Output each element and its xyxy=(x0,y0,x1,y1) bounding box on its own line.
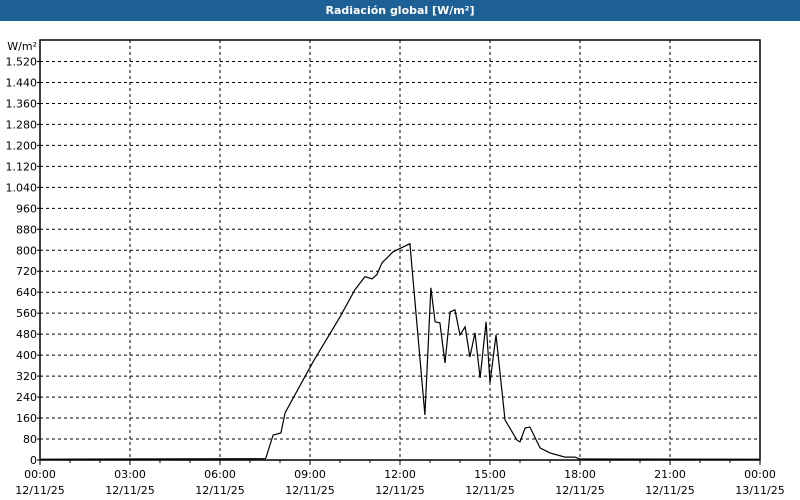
x-tick-time: 00:00 xyxy=(24,468,56,481)
y-tick-label: 240 xyxy=(16,391,37,404)
y-tick-label: 1.360 xyxy=(6,97,38,110)
x-tick-date: 13/11/25 xyxy=(735,484,784,497)
x-tick-date: 12/11/25 xyxy=(105,484,154,497)
x-tick-time: 09:00 xyxy=(294,468,326,481)
x-tick-date: 12/11/25 xyxy=(555,484,604,497)
y-tick-label: 320 xyxy=(16,370,37,383)
y-tick-label: 880 xyxy=(16,223,37,236)
x-tick-date: 12/11/25 xyxy=(195,484,244,497)
y-tick-label: 1.520 xyxy=(6,56,38,69)
x-tick-time: 06:00 xyxy=(204,468,236,481)
y-tick-label: 400 xyxy=(16,349,37,362)
x-tick-time: 00:00 xyxy=(744,468,776,481)
x-tick-time: 21:00 xyxy=(654,468,686,481)
y-tick-label: 640 xyxy=(16,286,37,299)
x-tick-date: 12/11/25 xyxy=(465,484,514,497)
x-tick-time: 12:00 xyxy=(384,468,416,481)
x-tick-date: 12/11/25 xyxy=(645,484,694,497)
y-tick-label: 1.440 xyxy=(6,76,38,89)
y-tick-label: 80 xyxy=(23,433,37,446)
y-tick-label: 1.120 xyxy=(6,160,38,173)
x-tick-time: 15:00 xyxy=(474,468,506,481)
y-axis-label: W/m² xyxy=(7,40,37,53)
series-line xyxy=(39,242,761,460)
x-tick-time: 03:00 xyxy=(114,468,146,481)
chart-title: Radiación global [W/m²] xyxy=(0,0,800,21)
y-tick-label: 160 xyxy=(16,412,37,425)
plot-frame xyxy=(39,39,761,461)
y-tick-label: 800 xyxy=(16,244,37,257)
y-tick-label: 960 xyxy=(16,202,37,215)
y-tick-label: 560 xyxy=(16,307,37,320)
y-tick-label: 1.280 xyxy=(6,118,38,131)
y-tick-label: 1.200 xyxy=(6,139,38,152)
x-tick-time: 18:00 xyxy=(564,468,596,481)
x-tick-date: 12/11/25 xyxy=(285,484,334,497)
y-tick-label: 0 xyxy=(30,454,37,467)
y-tick-label: 720 xyxy=(16,265,37,278)
x-tick-date: 12/11/25 xyxy=(375,484,424,497)
y-tick-label: 1.040 xyxy=(6,181,38,194)
x-tick-date: 12/11/25 xyxy=(15,484,64,497)
y-tick-label: 480 xyxy=(16,328,37,341)
